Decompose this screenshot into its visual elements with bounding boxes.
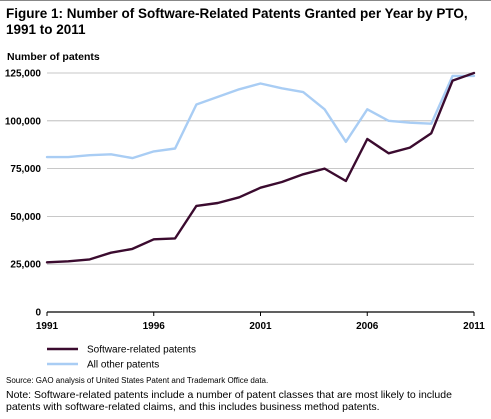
series-lines: [45, 71, 476, 264]
y-tick-label: 100,000: [5, 116, 42, 127]
y-tick-labels: 0 25,000 50,000 75,000 100,000 125,000: [5, 69, 42, 319]
top-rule: [0, 0, 491, 1]
grid-lines: [47, 72, 474, 313]
y-tick-label: 125,000: [5, 69, 42, 80]
legend: Software-related patents All other patent…: [47, 345, 196, 371]
x-tick-label: 2001: [249, 321, 272, 332]
figure-title: Figure 1: Number of Software-Related Pat…: [6, 6, 468, 37]
y-tick-label: 0: [35, 308, 41, 319]
x-tick-label: 1996: [143, 321, 166, 332]
y-axis-title: Number of patents: [7, 51, 100, 63]
x-tick-label: 1991: [36, 321, 59, 332]
legend-label: All other patents: [87, 360, 159, 371]
series-line-all-other-patents: [45, 74, 476, 160]
series-line-software-related-patents: [45, 71, 476, 264]
y-tick-label: 50,000: [10, 212, 41, 223]
x-tick-labels: 1991 1996 2001 2006 2011: [36, 312, 485, 332]
y-tick-label: 75,000: [10, 164, 41, 175]
legend-label: Software-related patents: [87, 345, 196, 356]
source-note: Source: GAO analysis of United States Pa…: [6, 376, 269, 385]
y-tick-label: 25,000: [10, 260, 41, 271]
x-tick-label: 2006: [356, 321, 379, 332]
x-tick-label: 2011: [463, 321, 485, 332]
footnote: Note: Software-related patents include a…: [6, 389, 452, 413]
